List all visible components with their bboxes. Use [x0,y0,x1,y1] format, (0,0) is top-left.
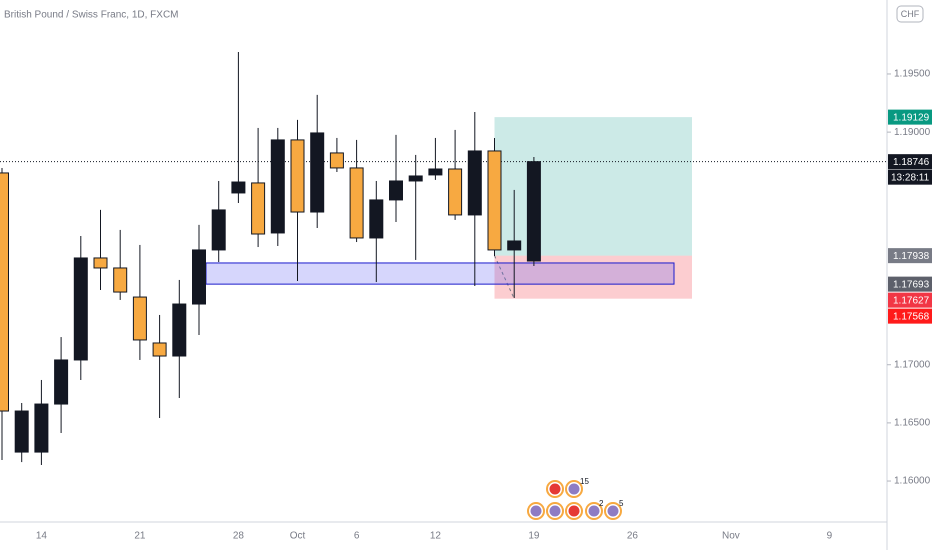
event-count: 5 [619,499,624,508]
event-flag [530,505,542,517]
candle-body [526,161,541,262]
candle-body [349,167,364,239]
price-label-box [888,248,932,264]
event-flag [607,505,619,517]
candle-body [487,150,502,251]
x-tick-label: 12 [430,531,442,542]
currency-button[interactable] [896,5,924,23]
candle-body [231,181,246,194]
price-label: 1.19129 [893,112,930,123]
y-tick-label: 1.16500 [894,418,931,429]
candle-body [152,342,167,357]
candle-body [113,267,128,293]
event-flag [549,483,561,495]
y-tick-label: 1.17000 [894,359,931,370]
candle-body [270,139,285,234]
price-label-box [888,276,932,292]
chart-title: British Pound / Swiss Franc, 1D, FXCM [4,10,179,21]
x-tick-label: Nov [722,531,740,542]
y-tick-label: 1.19000 [894,127,931,138]
candle-body [14,410,29,453]
candle-body [251,182,266,235]
target-zone [494,117,692,256]
candle-body [211,209,226,251]
candle-body [507,240,522,251]
candle-body [93,257,108,269]
x-tick-label: 21 [134,531,146,542]
x-tick-label: 6 [354,531,360,542]
x-tick-label: 28 [233,531,245,542]
price-label-box [888,109,932,125]
candle-body [467,150,482,216]
price-label: 1.18746 [893,157,930,168]
event-count: 2 [599,499,604,508]
candle-body [329,152,344,169]
candle-body [192,249,206,305]
y-tick-label: 1.16000 [894,476,931,487]
price-label-box [888,154,932,170]
candle-body [428,168,443,176]
x-tick-label: 14 [36,531,48,542]
candle-body [132,296,147,341]
y-tick-label: 1.19500 [894,69,931,80]
countdown-box [888,169,932,185]
candle-body [448,168,463,216]
candle-body [369,199,384,239]
price-label: 1.17568 [893,311,930,322]
countdown: 13:28:11 [891,172,930,183]
x-tick-label: 26 [627,531,639,542]
support-box [205,262,675,285]
candle-body [290,139,305,213]
price-label-box [888,308,932,324]
event-count: 15 [580,477,589,486]
x-tick-label: 9 [827,531,833,542]
currency-label[interactable]: CHF [901,9,920,19]
price-label: 1.17693 [893,279,930,290]
price-label-box [888,292,932,308]
x-tick-label: 19 [528,531,540,542]
event-flag [568,505,580,517]
candle-body [310,132,325,213]
price-label: 1.17938 [893,251,930,262]
candle-body [172,303,187,357]
candle-body [34,403,49,453]
event-flag [588,505,600,517]
event-flag [549,505,561,517]
candle-body [408,175,423,182]
x-tick-label: Oct [290,531,306,542]
candle-body [54,359,69,405]
candle-body [0,172,9,412]
candle-body [389,180,403,201]
event-flag [568,483,580,495]
price-label: 1.17627 [893,295,930,306]
candle-body [73,257,88,361]
